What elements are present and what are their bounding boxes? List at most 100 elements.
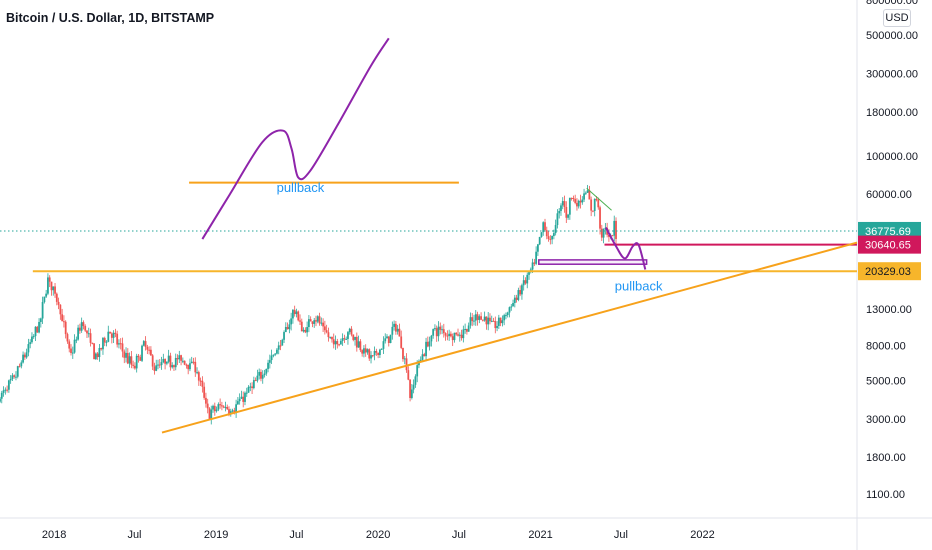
candle [336, 338, 339, 349]
candle-body [165, 361, 168, 364]
candle [434, 324, 436, 331]
candle-body [91, 342, 94, 344]
candle [25, 348, 28, 359]
candle [107, 325, 110, 343]
candle-body [464, 328, 467, 330]
candle [524, 277, 527, 285]
candle-body [169, 355, 172, 368]
candle [526, 272, 529, 289]
candle-body [487, 317, 490, 325]
candle-body [476, 314, 479, 320]
candle-body [210, 409, 213, 420]
candle-body [478, 316, 481, 320]
candle-body [473, 320, 475, 322]
candle [497, 314, 500, 329]
candle-body [39, 318, 42, 322]
candle-body [599, 207, 601, 229]
candle [345, 336, 348, 340]
currency-button[interactable]: USD [883, 9, 911, 27]
candle-body [226, 406, 229, 410]
candle [52, 286, 55, 296]
candle [132, 360, 135, 369]
candle-body [20, 362, 23, 367]
candle-body [579, 200, 582, 203]
candle [396, 324, 399, 335]
candle-body [590, 199, 593, 211]
candle [105, 340, 108, 347]
candle [347, 331, 349, 345]
candle [355, 332, 358, 352]
candle [363, 345, 365, 358]
candle-body [368, 349, 371, 359]
candle-body [322, 322, 324, 327]
candle-body [521, 285, 523, 295]
candle-body [6, 389, 9, 391]
candle-body [600, 228, 603, 238]
candle [501, 315, 504, 327]
candle [125, 347, 127, 363]
candle-body [229, 411, 232, 414]
candle [165, 361, 168, 366]
candle-body [203, 386, 206, 398]
candle [48, 275, 51, 288]
candle [519, 285, 522, 297]
candle-body [265, 368, 268, 374]
candle-body [300, 321, 303, 332]
candle-body [0, 398, 1, 402]
candle-body [109, 331, 111, 334]
candle-body [489, 317, 491, 322]
candle [279, 339, 282, 351]
candle-body [196, 372, 198, 374]
candle-body [528, 270, 530, 275]
candle-body [531, 262, 534, 270]
candle [407, 366, 410, 381]
candle-body [183, 360, 186, 365]
candle-body [379, 349, 381, 356]
candle [386, 334, 388, 339]
candle [80, 317, 83, 333]
range-box [538, 259, 648, 265]
candle [513, 294, 516, 308]
candle-body [126, 352, 129, 364]
candle-body [22, 354, 24, 363]
candle-body [61, 314, 64, 322]
candle-body [279, 345, 282, 347]
candle [602, 228, 605, 244]
candle-body [224, 406, 227, 408]
candle [366, 348, 369, 355]
candle [465, 328, 468, 335]
candle [325, 324, 328, 334]
candle-body [41, 302, 44, 319]
candle [561, 197, 564, 210]
candle [96, 352, 99, 360]
candle [405, 353, 408, 373]
candle [47, 273, 49, 296]
pullback-label: pullback [277, 180, 325, 195]
candle-body [551, 236, 554, 240]
candle [290, 312, 293, 331]
candle-body [54, 286, 56, 294]
candle-body [336, 341, 339, 345]
candle [473, 314, 475, 326]
candle [339, 338, 342, 345]
candle-body [59, 304, 62, 315]
candle-body [515, 297, 518, 300]
candle-body [43, 296, 46, 303]
candle [180, 354, 182, 366]
candle [199, 377, 202, 387]
candle-body [496, 325, 498, 329]
candle [464, 323, 467, 334]
candle [100, 347, 103, 351]
candle [31, 332, 33, 344]
candle-body [382, 341, 385, 349]
candle [318, 312, 321, 326]
candle [323, 320, 326, 335]
candle [371, 355, 374, 358]
candle [112, 330, 115, 344]
candle [574, 194, 577, 205]
candle [116, 330, 119, 348]
candle-body [153, 366, 156, 371]
candle [515, 294, 518, 303]
candle-body [593, 198, 596, 211]
